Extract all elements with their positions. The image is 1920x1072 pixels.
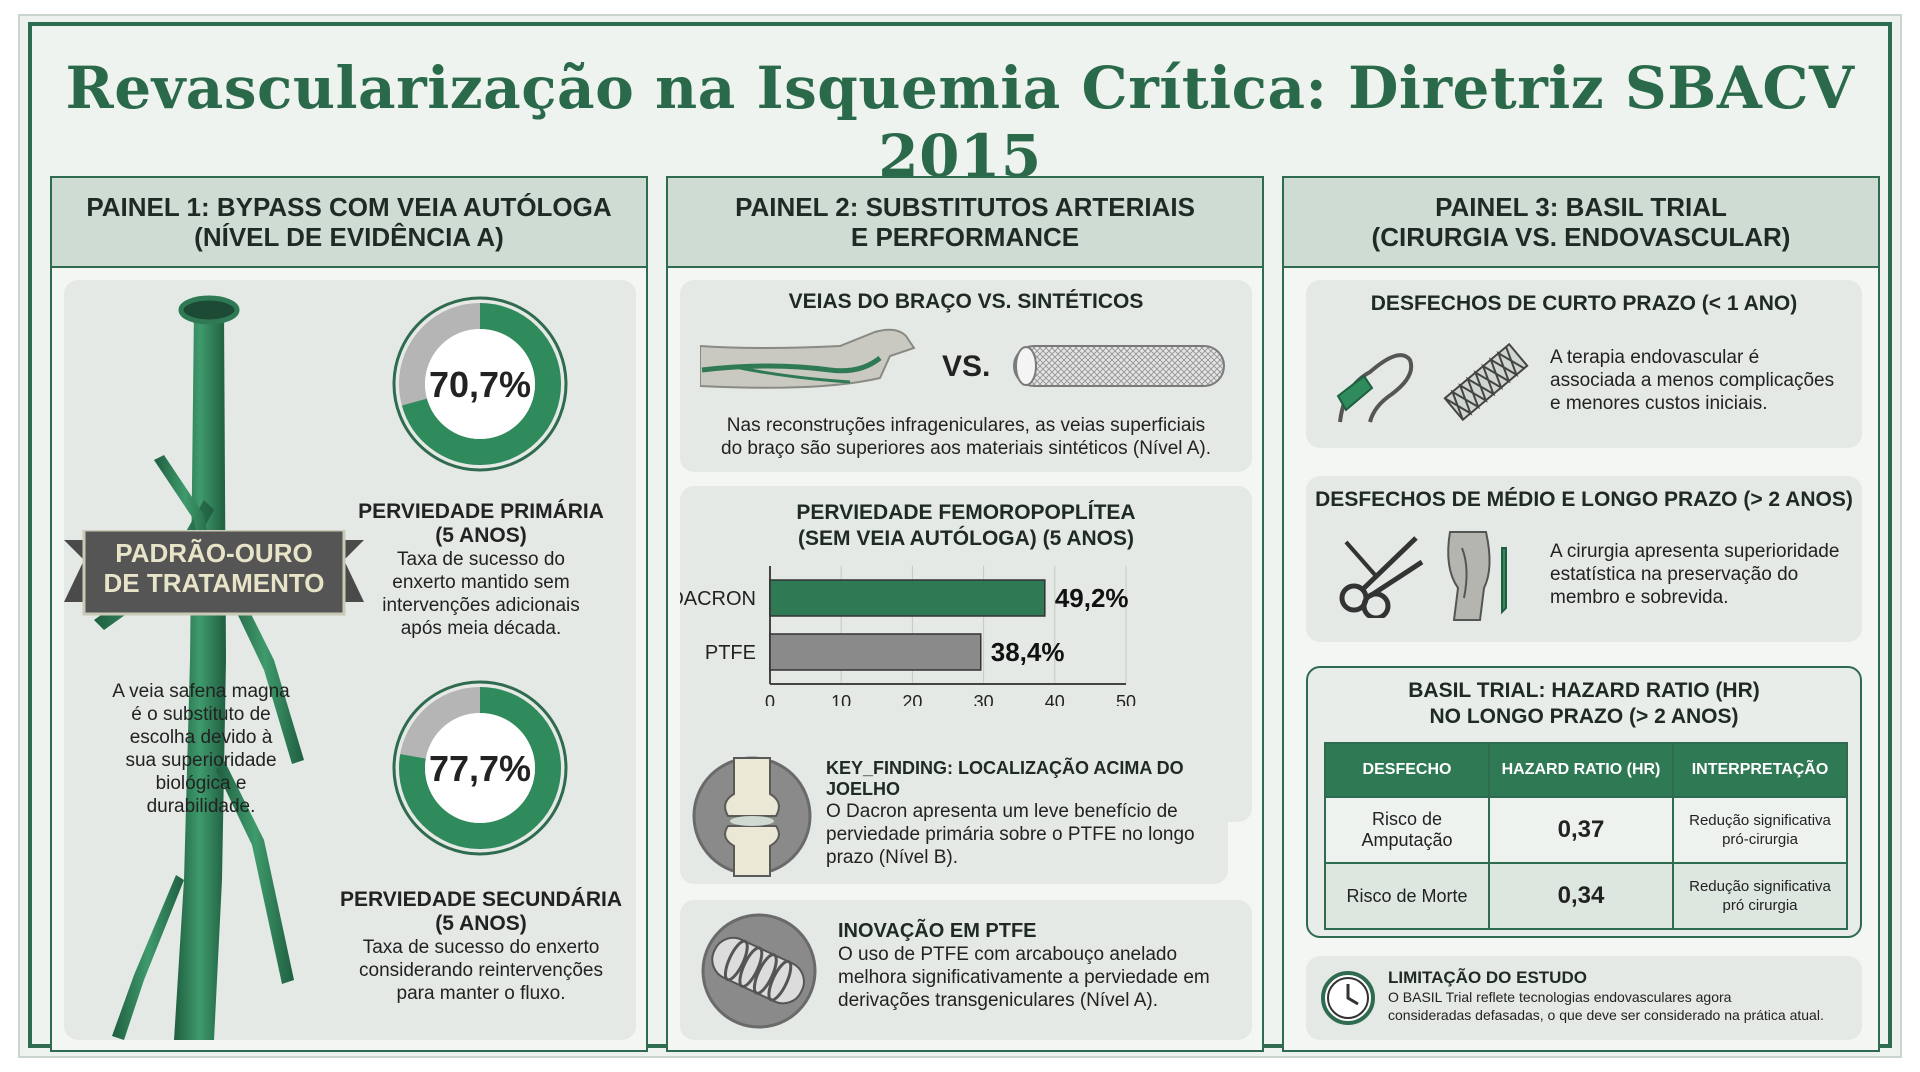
hazard-ratio-table: DESFECHO HAZARD RATIO (HR) INTERPRETAÇÃO… [1324,742,1848,930]
x-tick-label: 10 [831,692,851,706]
hazard-ratio-title: BASIL TRIAL: HAZARD RATIO (HR) NO LONGO P… [1408,679,1760,728]
gold-standard-banner: PADRÃO-OURO DE TRATAMENTO [103,538,325,598]
column-header: DESFECHO [1324,742,1490,798]
scissors-icon [1339,536,1424,618]
outcome-cell: Risco de Morte [1324,862,1490,930]
x-tick-label: 30 [974,692,994,706]
arm-vs-synthetic-text: Nas reconstruções infrageniculares, as v… [721,415,1211,459]
short-term-title: DESFECHOS DE CURTO PRAZO (< 1 ANO) [1370,292,1798,315]
primary-patency-label: PERVIEDADE PRIMÁRIA (5 ANOS) Taxa de suc… [358,500,604,639]
limitation-text: LIMITAÇÃO DO ESTUDO O BASIL Trial reflet… [1388,968,1824,1023]
bar [769,633,982,671]
column-header: HAZARD RATIO (HR) [1488,742,1674,798]
secondary-patency-donut [392,680,568,856]
long-term-card: DESFECHOS DE MÉDIO E LONGO PRAZO (> 2 AN… [1306,476,1862,642]
chart-title: PERVIEDADE FEMOROPOPLÍTEA (SEM VEIA AUTÓL… [796,501,1136,550]
category-label: DACRON [680,588,756,610]
ringed-ptfe-icon [701,913,817,1029]
x-tick-label: 50 [1116,692,1136,706]
key-finding-text: KEY_FINDING: LOCALIZAÇÃO ACIMA DO JOELHO… [826,758,1195,868]
infographic: Revascularização na Isquemia Crítica: Di… [28,22,1892,1052]
stent-icon [1443,342,1529,422]
data-label: 38,4% [991,637,1065,667]
primary-patency-donut [392,296,568,472]
primary-patency-value: 70,7% [428,364,532,405]
leg-surgery-icon [1447,531,1507,621]
long-term-text: A cirurgia apresenta superioridade estatí… [1550,541,1840,608]
table-row: Risco de Amputação 0,37 Redução significa… [1324,796,1848,864]
knee-joint-icon [692,756,812,877]
x-tick-label: 0 [765,692,775,706]
hr-cell: 0,34 [1488,862,1674,930]
vs-label: VS. [942,350,991,383]
limitation-card: LIMITAÇÃO DO ESTUDO O BASIL Trial reflet… [1306,956,1862,1040]
hr-cell: 0,37 [1488,796,1674,864]
table-header-row: DESFECHO HAZARD RATIO (HR) INTERPRETAÇÃO [1324,742,1848,798]
ptfe-innovation-card: INOVAÇÃO EM PTFE O uso de PTFE com arcab… [680,900,1252,1040]
interpretation-cell: Redução significativa pró cirurgia [1672,862,1848,930]
x-tick-label: 20 [902,692,922,706]
data-label: 49,2% [1055,583,1129,613]
secondary-patency-value: 77,7% [428,748,532,789]
arm-vein-icon [700,328,916,389]
secondary-patency-label: PERVIEDADE SECUNDÁRIA (5 ANOS) Taxa de s… [340,888,622,1004]
panel-1-card: PADRÃO-OURO DE TRATAMENTO A veia safena m… [64,280,636,1040]
banner-ribbon [64,530,364,616]
x-tick-label: 40 [1045,692,1065,706]
patency-bar-chart: 0 10 20 30 40 50 DACRON 49,2% PTFE 38,4% [680,566,1136,706]
panel-1-heading: PAINEL 1: BYPASS COM VEIA AUTÓLOGA (NÍVEL… [52,178,646,268]
outcome-cell: Risco de Amputação [1324,796,1490,864]
panel-3: PAINEL 3: BASIL TRIAL (CIRURGIA VS. ENDOV… [1282,176,1880,1052]
panel-2: PAINEL 2: SUBSTITUTOS ARTERIAIS E PERFORM… [666,176,1264,1052]
arm-vs-synthetic-title: VEIAS DO BRAÇO VS. SINTÉTICOS [788,290,1144,313]
table-row: Risco de Morte 0,34 Redução significativ… [1324,862,1848,930]
bar [769,579,1046,617]
arm-vs-synthetic-card: VEIAS DO BRAÇO VS. SINTÉTICOS VS. Nas re… [680,280,1252,472]
panel-2-heading: PAINEL 2: SUBSTITUTOS ARTERIAIS E PERFORM… [668,178,1262,268]
catheter-icon [1336,353,1414,423]
vein-tree-icon [94,295,304,1040]
category-label: PTFE [705,642,756,664]
clock-icon [1321,971,1375,1025]
interpretation-cell: Redução significativa pró-cirurgia [1672,796,1848,864]
short-term-card: DESFECHOS DE CURTO PRAZO (< 1 ANO) A ter… [1306,280,1862,448]
panel-1: PAINEL 1: BYPASS COM VEIA AUTÓLOGA (NÍVEL… [50,176,648,1052]
ptfe-innovation-text: INOVAÇÃO EM PTFE O uso de PTFE com arcab… [838,920,1210,1011]
long-term-title: DESFECHOS DE MÉDIO E LONGO PRAZO (> 2 AN… [1315,488,1853,511]
short-term-text: A terapia endovascular é associada a meno… [1550,347,1835,414]
key-finding-card: KEY_FINDING: LOCALIZAÇÃO ACIMA DO JOELHO… [680,748,1228,884]
vein-description: A veia safena magna é o substituto de esco… [112,681,290,817]
panel-3-heading: PAINEL 3: BASIL TRIAL (CIRURGIA VS. ENDOV… [1284,178,1878,268]
synthetic-graft-icon [1013,345,1225,387]
column-header: INTERPRETAÇÃO [1672,742,1848,798]
page-title: Revascularização na Isquemia Crítica: Di… [65,54,1855,190]
hazard-ratio-card: BASIL TRIAL: HAZARD RATIO (HR) NO LONGO P… [1306,666,1862,938]
